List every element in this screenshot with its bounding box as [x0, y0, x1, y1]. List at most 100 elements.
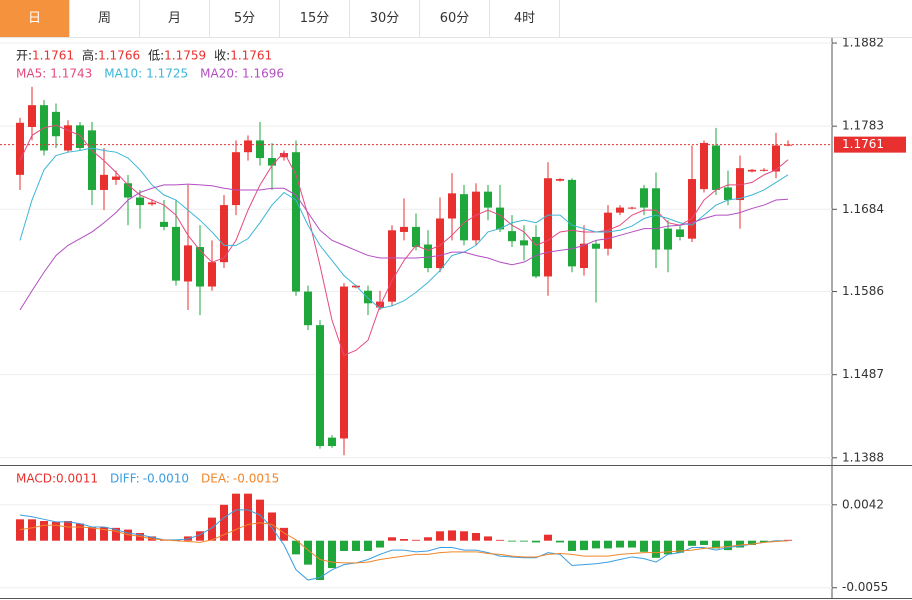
- info-label: 高:: [82, 48, 98, 63]
- candle-body: [448, 193, 456, 219]
- candle-body: [88, 130, 96, 190]
- macd-bar: [760, 540, 768, 543]
- info-label: 开:: [16, 49, 32, 63]
- candle-body: [376, 301, 384, 308]
- macd-bar: [604, 540, 612, 549]
- macd-bar: [340, 540, 348, 551]
- candle-body: [196, 247, 204, 287]
- candle-body: [352, 285, 360, 288]
- candle-body: [532, 236, 540, 277]
- macd-bar: [496, 539, 504, 541]
- candle-body: [328, 437, 336, 447]
- candle-body: [280, 153, 288, 158]
- info-label: 低:: [148, 49, 164, 63]
- macd-bar: [376, 540, 384, 548]
- candle-body: [568, 179, 576, 267]
- period-tab[interactable]: 月: [140, 0, 210, 37]
- candle-body: [436, 218, 444, 269]
- last-price-label: 1.1761: [842, 137, 884, 151]
- candle-body: [580, 243, 588, 269]
- macd-bar: [532, 540, 540, 543]
- macd-bar: [112, 527, 120, 541]
- period-tab[interactable]: 5分: [210, 0, 280, 37]
- macd-bar: [460, 531, 468, 541]
- candle-body: [28, 105, 36, 127]
- macd-bar: [436, 531, 444, 541]
- macd-bar: [556, 540, 564, 543]
- candle-body: [52, 111, 60, 137]
- info-value: 1.1766: [98, 49, 140, 63]
- macd-bar: [616, 540, 624, 548]
- y-tick-label: 1.1586: [842, 284, 884, 298]
- macd-bar: [508, 540, 516, 542]
- macd-bar: [244, 493, 252, 541]
- macd-bar: [16, 519, 24, 541]
- candle-body: [472, 191, 480, 241]
- candle-body: [232, 152, 240, 206]
- legend-label: MA5:: [16, 67, 46, 81]
- candle-body: [268, 158, 276, 166]
- period-tab[interactable]: 30分: [350, 0, 420, 37]
- candle-body: [304, 291, 312, 326]
- macd-bar: [76, 523, 84, 541]
- legend-label: MA10:: [104, 67, 142, 81]
- legend-value: 1.1725: [146, 67, 188, 81]
- macd-value: -0.0015: [233, 472, 279, 486]
- macd-value: 0.0011: [56, 472, 98, 486]
- candle-body: [244, 140, 252, 153]
- candle-body: [544, 178, 552, 277]
- candle-body: [484, 191, 492, 208]
- candle-body: [148, 202, 156, 205]
- macd-bar: [364, 540, 372, 551]
- candle-body: [652, 188, 660, 250]
- macd-bar: [628, 540, 636, 548]
- macd-bar: [256, 499, 264, 541]
- candle-body: [112, 176, 120, 180]
- macd-bar: [652, 540, 660, 558]
- period-tab[interactable]: 4时: [490, 0, 560, 37]
- candle-body: [412, 226, 420, 248]
- macd-bar: [64, 521, 72, 541]
- period-tab[interactable]: 日: [0, 0, 70, 37]
- candle-body: [208, 262, 216, 287]
- macd-bar: [208, 517, 216, 541]
- period-tab[interactable]: 周: [70, 0, 140, 37]
- candle-body: [712, 145, 720, 190]
- macd-bar: [388, 537, 396, 541]
- candle-body: [460, 194, 468, 241]
- macd-bar: [412, 539, 420, 541]
- macd-bar: [664, 540, 672, 555]
- candle-body: [292, 152, 300, 292]
- macd-bar: [88, 527, 96, 541]
- macd-bar: [52, 521, 60, 541]
- y-tick-label: 0.0042: [842, 497, 884, 511]
- period-tab[interactable]: 15分: [280, 0, 350, 37]
- macd-bar: [232, 493, 240, 541]
- info-value: 1.1759: [164, 49, 206, 63]
- candle-body: [256, 140, 264, 159]
- dea-line: [19, 522, 789, 564]
- candle-body: [496, 207, 504, 230]
- legend-label: MA20:: [200, 67, 238, 81]
- candle-body: [64, 125, 72, 151]
- period-tabs: 日周月 5分 15分 30分 60分 4时: [0, 0, 912, 38]
- candle-body: [364, 290, 372, 304]
- y-tick-label: 1.1388: [842, 450, 884, 464]
- macd-bar: [220, 504, 228, 541]
- candle-body: [136, 197, 144, 206]
- macd-bar: [484, 536, 492, 541]
- candle-body: [520, 240, 528, 246]
- info-value: 1.1761: [230, 49, 272, 63]
- y-tick-label: -0.0055: [842, 580, 888, 594]
- macd-bar: [292, 540, 300, 555]
- ma-line: [19, 147, 789, 309]
- info-label: 收:: [214, 49, 230, 63]
- candle-body: [388, 230, 396, 302]
- period-tab[interactable]: 60分: [420, 0, 490, 37]
- macd-bar: [568, 540, 576, 551]
- macd-bar: [316, 540, 324, 581]
- candle-body: [556, 179, 564, 181]
- y-tick-label: 1.1684: [842, 202, 884, 216]
